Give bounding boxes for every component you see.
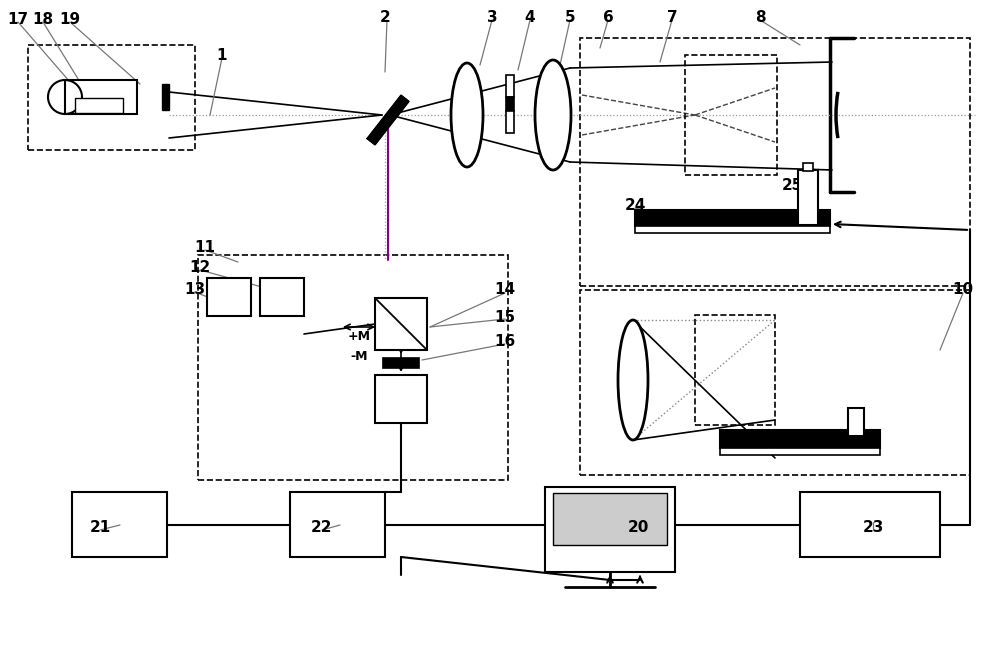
Bar (803, 163, 813, 171)
Bar (506, 97, 514, 111)
Text: 16: 16 (494, 335, 516, 350)
Bar (580, 38, 970, 286)
Bar (65, 80, 137, 114)
Text: 24: 24 (624, 198, 646, 212)
Bar (375, 375, 427, 423)
Text: 4: 4 (525, 10, 535, 24)
Bar (75, 98, 123, 113)
Bar (72, 492, 167, 557)
Bar (635, 226, 830, 233)
Text: 6: 6 (603, 10, 613, 24)
Bar (506, 75, 514, 97)
Text: 20: 20 (627, 519, 649, 534)
Text: 5: 5 (565, 10, 575, 24)
Bar (848, 408, 864, 436)
Text: 2: 2 (380, 10, 390, 24)
Text: -M: -M (350, 350, 368, 364)
Polygon shape (367, 95, 409, 145)
Text: 21: 21 (89, 519, 111, 534)
Text: 7: 7 (667, 10, 677, 24)
Bar (383, 358, 419, 368)
Bar (28, 45, 195, 150)
Bar (207, 278, 251, 316)
Bar (695, 315, 775, 425)
Bar (580, 290, 970, 475)
Bar (375, 298, 427, 350)
Text: 1: 1 (217, 48, 227, 62)
Bar (685, 55, 777, 175)
Text: 3: 3 (487, 10, 497, 24)
Bar (198, 255, 508, 480)
Text: 8: 8 (755, 10, 765, 24)
Bar (506, 111, 514, 133)
Bar (545, 487, 675, 572)
Bar (290, 492, 385, 557)
Text: 23: 23 (862, 519, 884, 534)
Text: 11: 11 (194, 240, 216, 255)
Text: 13: 13 (184, 282, 206, 297)
Bar (720, 448, 880, 455)
Ellipse shape (535, 60, 571, 170)
Text: 17: 17 (7, 12, 29, 28)
Bar (798, 170, 818, 225)
Text: 19: 19 (59, 12, 81, 28)
Text: 12: 12 (189, 261, 211, 276)
Text: 18: 18 (32, 12, 54, 28)
Bar (635, 210, 830, 226)
Bar (260, 278, 304, 316)
Bar (800, 492, 940, 557)
Text: +M: +M (348, 331, 370, 343)
Text: 14: 14 (494, 282, 516, 297)
Text: 10: 10 (952, 282, 974, 297)
Text: 22: 22 (311, 519, 333, 534)
Bar (720, 430, 880, 448)
Text: 25: 25 (781, 178, 803, 193)
Ellipse shape (618, 320, 648, 440)
Bar (553, 493, 667, 545)
Bar (162, 84, 169, 110)
Text: 15: 15 (494, 310, 516, 324)
Ellipse shape (451, 63, 483, 167)
